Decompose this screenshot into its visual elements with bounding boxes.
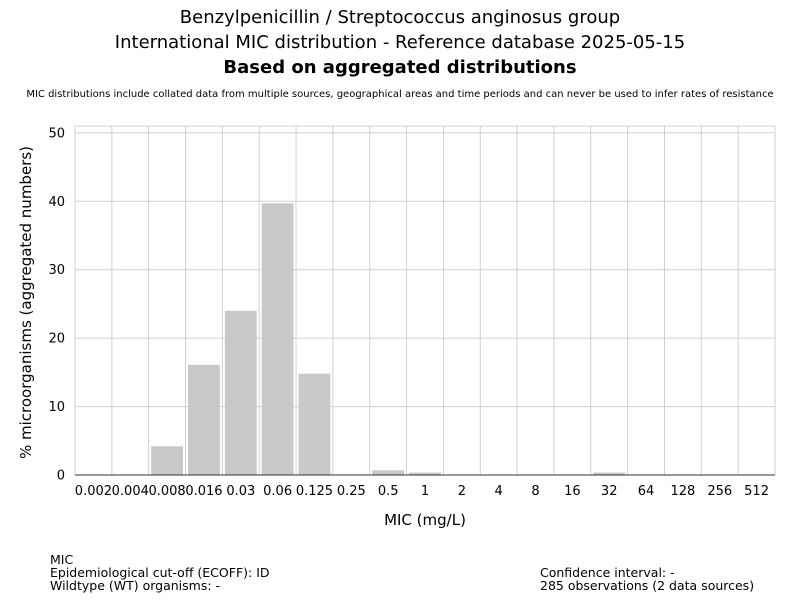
bar-0.5	[372, 470, 405, 475]
x-tick-label: 0.016	[185, 484, 222, 499]
x-tick-label: 0.5	[378, 484, 399, 499]
bar-0.06	[261, 203, 294, 475]
x-tick-label: 0.125	[296, 484, 333, 499]
x-tick-label: 0.25	[337, 484, 366, 499]
footer-confidence-interval: Confidence interval: -	[540, 565, 675, 580]
grid-layer	[74, 125, 776, 476]
bar-0.125	[298, 373, 331, 475]
x-tick-label: 8	[531, 484, 539, 499]
footer-mic-label: MIC	[50, 552, 74, 567]
bar-0.016	[188, 364, 220, 475]
x-tick-label: 32	[601, 484, 618, 499]
chart-title-line-1: Benzylpenicillin / Streptococcus anginos…	[179, 7, 621, 28]
x-tick-label: 1	[421, 484, 429, 499]
x-tick-label: 0.03	[226, 484, 255, 499]
axis-layer: 0 10 20 30 40 50 0.002 0.004 0.008 0.016 0.03 0.06 0…	[17, 126, 775, 529]
x-tick-label: 16	[564, 484, 581, 499]
footer-right: Confidence interval: - 285 observations …	[540, 566, 754, 592]
y-tick-label: 30	[48, 263, 65, 278]
bar-layer	[151, 203, 626, 475]
footer-observations: 285 observations (2 data sources)	[540, 578, 755, 593]
mic-distribution-chart: 0 10 20 30 40 50 0.002 0.004 0.008 0.016 0.03 0.06 0…	[17, 125, 776, 529]
x-tick-label: 2	[458, 484, 466, 499]
x-axis-title: MIC (mg/L)	[384, 511, 466, 529]
y-tick-label: 10	[48, 400, 65, 415]
x-tick-label: 4	[495, 484, 503, 499]
y-tick-label: 40	[48, 195, 65, 210]
x-tick-label: 0.004	[112, 484, 149, 499]
chart-subtitle: MIC distributions include collated data …	[26, 89, 774, 100]
y-tick-label: 50	[48, 126, 65, 141]
x-tick-label: 128	[670, 484, 695, 499]
x-tick-label: 0.008	[148, 484, 185, 499]
plot-frame	[74, 125, 776, 476]
bar-0.03	[224, 310, 257, 475]
bar-32	[593, 472, 626, 475]
bar-1	[409, 472, 441, 475]
bar-0.008	[151, 446, 184, 475]
y-tick-label: 0	[57, 469, 65, 484]
x-tick-label: 512	[744, 484, 769, 499]
x-tick-label: 256	[707, 484, 732, 499]
x-tick-label: 0.002	[75, 484, 112, 499]
footer-left: MIC Epidemiological cut-off (ECOFF): ID …	[50, 553, 270, 592]
y-axis-title: % microorganisms (aggregated numbers)	[17, 146, 35, 459]
x-tick-label: 64	[638, 484, 655, 499]
chart-title-line-3: Based on aggregated distributions	[223, 57, 577, 78]
footer-wildtype: Wildtype (WT) organisms: -	[50, 578, 221, 593]
footer-ecoff: Epidemiological cut-off (ECOFF): ID	[50, 565, 270, 580]
x-tick-label: 0.06	[263, 484, 292, 499]
y-tick-label: 20	[48, 332, 65, 347]
chart-title-line-2: International MIC distribution - Referen…	[114, 32, 686, 53]
